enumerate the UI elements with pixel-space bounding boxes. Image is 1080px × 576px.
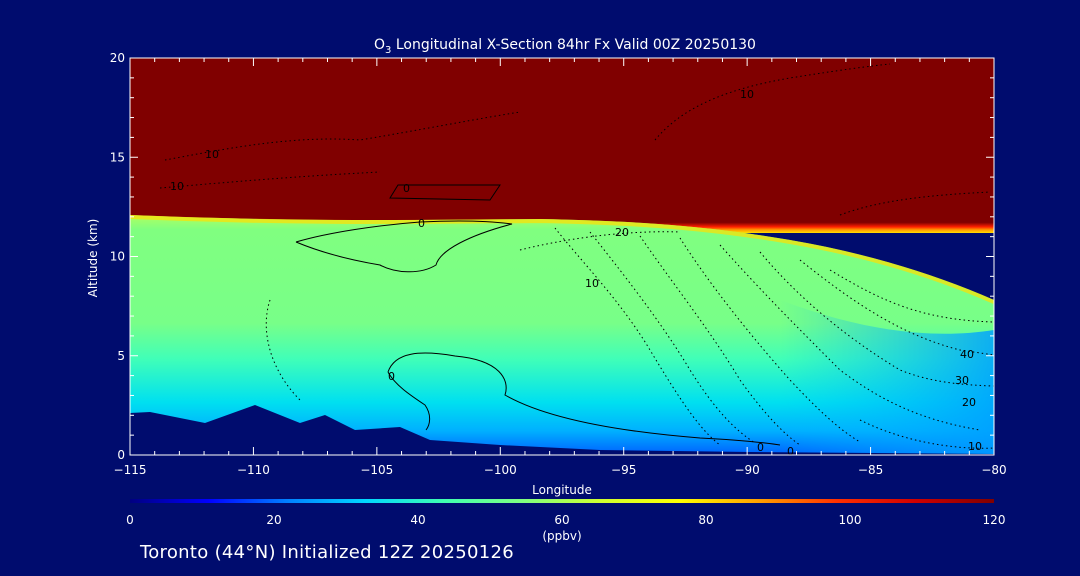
east-low-ozone-region [780, 300, 994, 455]
x-tick-label: −95 [611, 463, 636, 477]
contour-lines [159, 63, 994, 449]
x-tick-label: −100 [484, 463, 517, 477]
contour-label: 40 [960, 348, 974, 361]
contour-label: 20 [615, 226, 629, 239]
y-axis-label: Altitude (km) [86, 219, 100, 298]
contour-label: 30 [955, 374, 969, 387]
contour-label: 10 [740, 88, 754, 101]
colorbar-tick-label: 0 [126, 513, 134, 527]
colorbar-tick-label: 80 [698, 513, 713, 527]
chart-title: O3 Longitudinal X-Section 84hr Fx Valid … [374, 37, 756, 56]
x-tick-label: −85 [858, 463, 883, 477]
y-tick-label: 15 [110, 150, 125, 164]
stratosphere-field [130, 58, 994, 233]
tropopause-transition [130, 215, 994, 304]
colorbar-tick-label: 60 [554, 513, 569, 527]
y-axis: 0 5 10 15 20 [110, 51, 994, 462]
y-tick-label: 20 [110, 51, 125, 65]
contour-labels: 10 10 0 0 20 10 10 40 30 20 10 0 0 0 [170, 88, 982, 458]
colorbar-tick-label: 100 [839, 513, 862, 527]
y-tick-label: 10 [110, 250, 125, 264]
colorbar-strip [130, 499, 994, 503]
y-tick-label: 0 [117, 448, 125, 462]
troposphere-field [130, 215, 994, 455]
colorbar-tick-label: 40 [410, 513, 425, 527]
y-tick-label: 5 [117, 349, 125, 363]
contour-label: 10 [968, 440, 982, 453]
x-tick-label: −80 [981, 463, 1006, 477]
contour-label: 0 [388, 370, 395, 383]
x-axis-label: Longitude [532, 483, 592, 497]
contour-label: 0 [418, 217, 425, 230]
colorbar-label: (ppbv) [542, 529, 581, 543]
terrain [130, 405, 994, 455]
contour-label: 10 [585, 277, 599, 290]
x-tick-label: −115 [114, 463, 147, 477]
x-tick-label: −110 [237, 463, 270, 477]
initialization-footer: Toronto (44°N) Initialized 12Z 20250126 [140, 542, 515, 563]
x-tick-label: −105 [360, 463, 393, 477]
plot-area: 10 10 0 0 20 10 10 40 30 20 10 0 0 0 [130, 58, 994, 458]
colorbar-tick-label: 120 [983, 513, 1006, 527]
contour-label: 0 [787, 445, 794, 458]
contour-label: 20 [962, 396, 976, 409]
contour-label: 0 [403, 182, 410, 195]
contour-label: 10 [170, 180, 184, 193]
colorbar-tick-label: 20 [266, 513, 281, 527]
colorbar: 0 20 40 60 80 100 120 (ppbv) [126, 499, 1005, 543]
contour-label: 10 [205, 148, 219, 161]
x-tick-label: −90 [734, 463, 759, 477]
x-axis: −115 −110 −105 −100 −95 −90 −85 −80 [114, 58, 1007, 477]
contour-label: 0 [757, 441, 764, 454]
